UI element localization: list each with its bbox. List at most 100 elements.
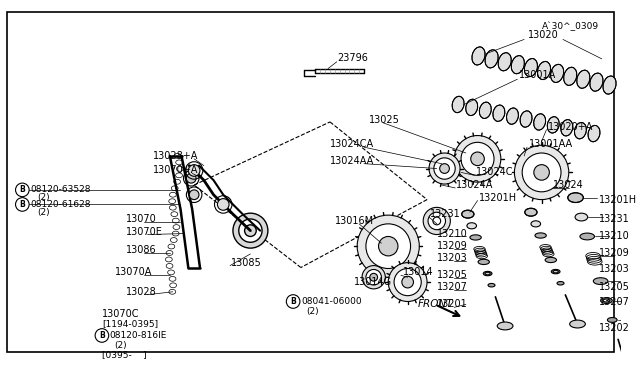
Ellipse shape <box>466 99 477 116</box>
Circle shape <box>388 263 427 301</box>
Text: 13001A: 13001A <box>519 70 557 80</box>
Text: 13205: 13205 <box>599 282 630 292</box>
Circle shape <box>15 198 29 211</box>
Ellipse shape <box>488 283 495 287</box>
Ellipse shape <box>524 58 538 77</box>
Text: 13024C: 13024C <box>476 167 513 177</box>
Text: 13202: 13202 <box>599 323 630 333</box>
Text: 13201H: 13201H <box>599 195 637 205</box>
Circle shape <box>378 237 398 256</box>
Circle shape <box>357 215 419 277</box>
Text: 13210: 13210 <box>436 228 468 238</box>
Ellipse shape <box>580 233 595 240</box>
Text: (2): (2) <box>37 208 49 217</box>
Circle shape <box>434 158 455 179</box>
Circle shape <box>366 224 411 269</box>
Circle shape <box>402 276 413 288</box>
Text: 13203: 13203 <box>436 253 468 263</box>
Ellipse shape <box>575 213 588 221</box>
Ellipse shape <box>607 318 617 323</box>
Text: 13201H: 13201H <box>479 193 516 203</box>
Ellipse shape <box>553 270 558 273</box>
Ellipse shape <box>479 102 492 118</box>
Circle shape <box>239 219 262 242</box>
Circle shape <box>394 269 421 296</box>
Text: 08120-63528: 08120-63528 <box>30 185 91 195</box>
Circle shape <box>471 152 484 166</box>
Circle shape <box>286 295 300 308</box>
Text: 13001AA: 13001AA <box>529 139 573 149</box>
Text: 13203: 13203 <box>599 264 630 275</box>
Text: 13209: 13209 <box>436 241 468 251</box>
Text: 13207: 13207 <box>599 296 630 307</box>
Text: 13024AA: 13024AA <box>330 156 374 166</box>
Ellipse shape <box>551 269 560 274</box>
Text: 13231: 13231 <box>599 214 630 224</box>
Ellipse shape <box>538 61 550 80</box>
Text: 13209: 13209 <box>599 248 630 258</box>
Ellipse shape <box>461 210 474 218</box>
Circle shape <box>515 145 569 200</box>
Text: 13014: 13014 <box>403 267 433 278</box>
Circle shape <box>218 199 229 210</box>
Circle shape <box>189 190 199 200</box>
Text: A`30^_0309: A`30^_0309 <box>541 22 599 32</box>
Circle shape <box>423 207 451 234</box>
Circle shape <box>15 183 29 197</box>
Text: 08041-06000: 08041-06000 <box>302 297 362 306</box>
Text: 13024: 13024 <box>553 180 584 190</box>
Circle shape <box>95 329 109 342</box>
Ellipse shape <box>545 257 557 263</box>
Circle shape <box>522 153 561 192</box>
Text: 13070A: 13070A <box>115 267 152 278</box>
Text: 13086: 13086 <box>126 245 157 255</box>
Text: 13020: 13020 <box>528 30 559 39</box>
Text: 13207: 13207 <box>436 282 468 292</box>
Circle shape <box>429 153 460 184</box>
Ellipse shape <box>603 76 616 94</box>
Text: 13070C: 13070C <box>102 309 140 319</box>
Ellipse shape <box>497 322 513 330</box>
Ellipse shape <box>511 56 524 74</box>
Ellipse shape <box>557 282 564 285</box>
Ellipse shape <box>600 298 612 304</box>
Text: 13024CA: 13024CA <box>330 139 374 149</box>
Circle shape <box>534 165 549 180</box>
Ellipse shape <box>531 221 541 227</box>
Ellipse shape <box>568 193 583 202</box>
Text: B: B <box>99 331 105 340</box>
Circle shape <box>186 173 196 183</box>
Text: 23796: 23796 <box>337 53 367 63</box>
Text: 13201: 13201 <box>436 299 468 310</box>
Ellipse shape <box>561 120 573 136</box>
Text: (2): (2) <box>115 341 127 350</box>
Ellipse shape <box>483 271 492 276</box>
Ellipse shape <box>564 67 577 86</box>
Ellipse shape <box>506 108 518 124</box>
Ellipse shape <box>550 64 564 83</box>
Circle shape <box>428 212 445 230</box>
Circle shape <box>188 165 200 176</box>
Text: [1194-0395]: [1194-0395] <box>102 319 158 328</box>
Ellipse shape <box>472 47 485 65</box>
Ellipse shape <box>588 125 600 142</box>
Ellipse shape <box>520 111 532 127</box>
Text: [0395-    ]: [0395- ] <box>102 350 147 359</box>
Text: 13020+A: 13020+A <box>548 122 594 132</box>
Circle shape <box>362 266 385 289</box>
Ellipse shape <box>485 50 498 68</box>
Text: 13025: 13025 <box>369 115 400 125</box>
Text: 13028+A: 13028+A <box>154 151 199 161</box>
Circle shape <box>461 142 494 175</box>
Text: (2): (2) <box>307 307 319 316</box>
Text: B: B <box>291 297 296 306</box>
Text: 13070: 13070 <box>126 214 157 224</box>
Text: 13231: 13231 <box>430 209 461 219</box>
Text: 08120-61628: 08120-61628 <box>30 200 91 209</box>
Ellipse shape <box>575 122 586 139</box>
Text: 13210: 13210 <box>599 231 630 241</box>
Circle shape <box>454 135 501 182</box>
Circle shape <box>440 164 449 173</box>
Ellipse shape <box>470 235 481 240</box>
Text: (2): (2) <box>37 193 49 202</box>
